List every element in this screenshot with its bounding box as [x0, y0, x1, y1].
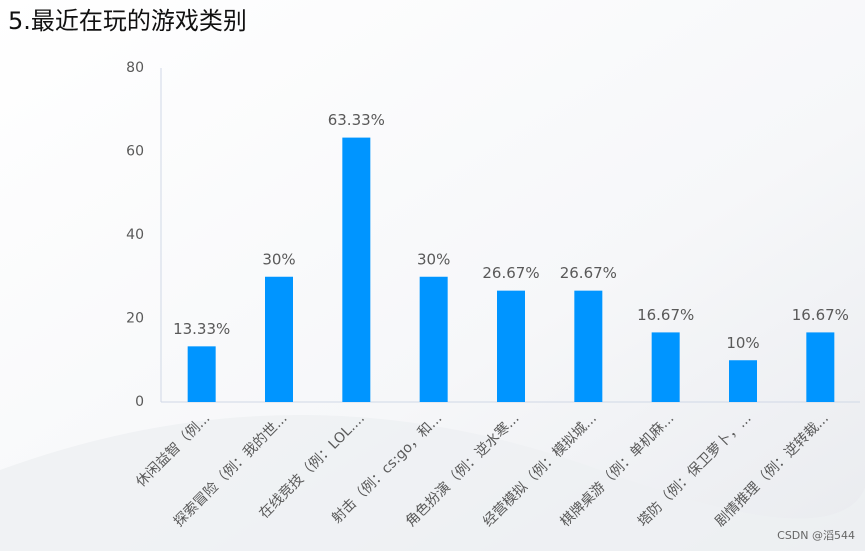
bar: [342, 137, 371, 403]
value-label: 30%: [417, 250, 450, 268]
bar: [651, 332, 680, 402]
value-label: 63.33%: [328, 111, 385, 129]
bar: [729, 360, 757, 402]
chart-title: 5.最近在玩的游戏类别: [8, 7, 247, 35]
bar: [574, 290, 603, 402]
y-tick-label: 80: [126, 60, 144, 76]
background-wave: [0, 415, 865, 551]
bar: [265, 276, 293, 402]
value-label: 16.67%: [792, 306, 849, 324]
value-label: 26.67%: [560, 264, 617, 282]
value-label: 26.67%: [482, 264, 539, 282]
value-label: 10%: [726, 334, 759, 352]
y-tick-label: 60: [126, 144, 144, 160]
bar: [497, 290, 525, 402]
y-tick-label: 0: [135, 394, 144, 410]
watermark: CSDN @滔544: [777, 529, 855, 542]
bar: [419, 276, 448, 402]
y-tick-label: 40: [126, 227, 144, 243]
value-label: 30%: [262, 250, 295, 268]
bar: [187, 346, 216, 402]
value-label: 16.67%: [637, 306, 694, 324]
y-tick-label: 20: [126, 311, 144, 327]
value-label: 13.33%: [173, 320, 230, 338]
bar: [806, 332, 835, 402]
